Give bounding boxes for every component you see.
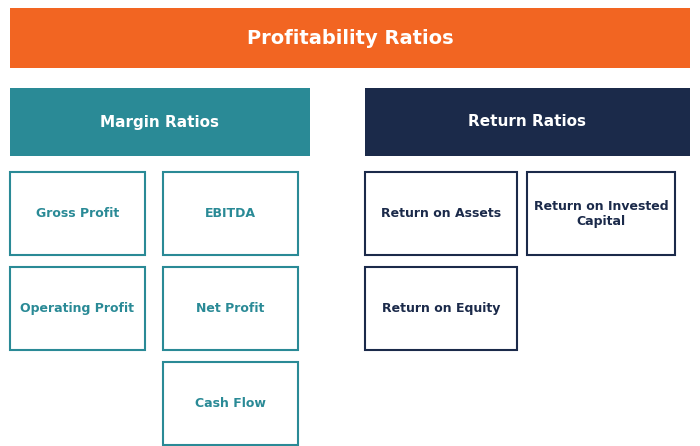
FancyBboxPatch shape bbox=[527, 172, 675, 255]
FancyBboxPatch shape bbox=[10, 8, 690, 68]
Text: Return Ratios: Return Ratios bbox=[468, 115, 587, 129]
Text: EBITDA: EBITDA bbox=[205, 207, 256, 220]
FancyBboxPatch shape bbox=[365, 172, 517, 255]
FancyBboxPatch shape bbox=[365, 88, 690, 156]
FancyBboxPatch shape bbox=[10, 172, 145, 255]
Text: Operating Profit: Operating Profit bbox=[20, 302, 134, 315]
Text: Gross Profit: Gross Profit bbox=[36, 207, 119, 220]
Text: Cash Flow: Cash Flow bbox=[195, 397, 266, 410]
Text: Profitability Ratios: Profitability Ratios bbox=[246, 29, 454, 48]
FancyBboxPatch shape bbox=[163, 362, 298, 445]
Text: Margin Ratios: Margin Ratios bbox=[101, 115, 220, 129]
FancyBboxPatch shape bbox=[365, 267, 517, 350]
Text: Net Profit: Net Profit bbox=[196, 302, 265, 315]
FancyBboxPatch shape bbox=[163, 267, 298, 350]
FancyBboxPatch shape bbox=[10, 267, 145, 350]
Text: Return on Equity: Return on Equity bbox=[382, 302, 500, 315]
FancyBboxPatch shape bbox=[10, 88, 310, 156]
FancyBboxPatch shape bbox=[163, 172, 298, 255]
Text: Return on Invested
Capital: Return on Invested Capital bbox=[533, 199, 668, 227]
Text: Return on Assets: Return on Assets bbox=[381, 207, 501, 220]
